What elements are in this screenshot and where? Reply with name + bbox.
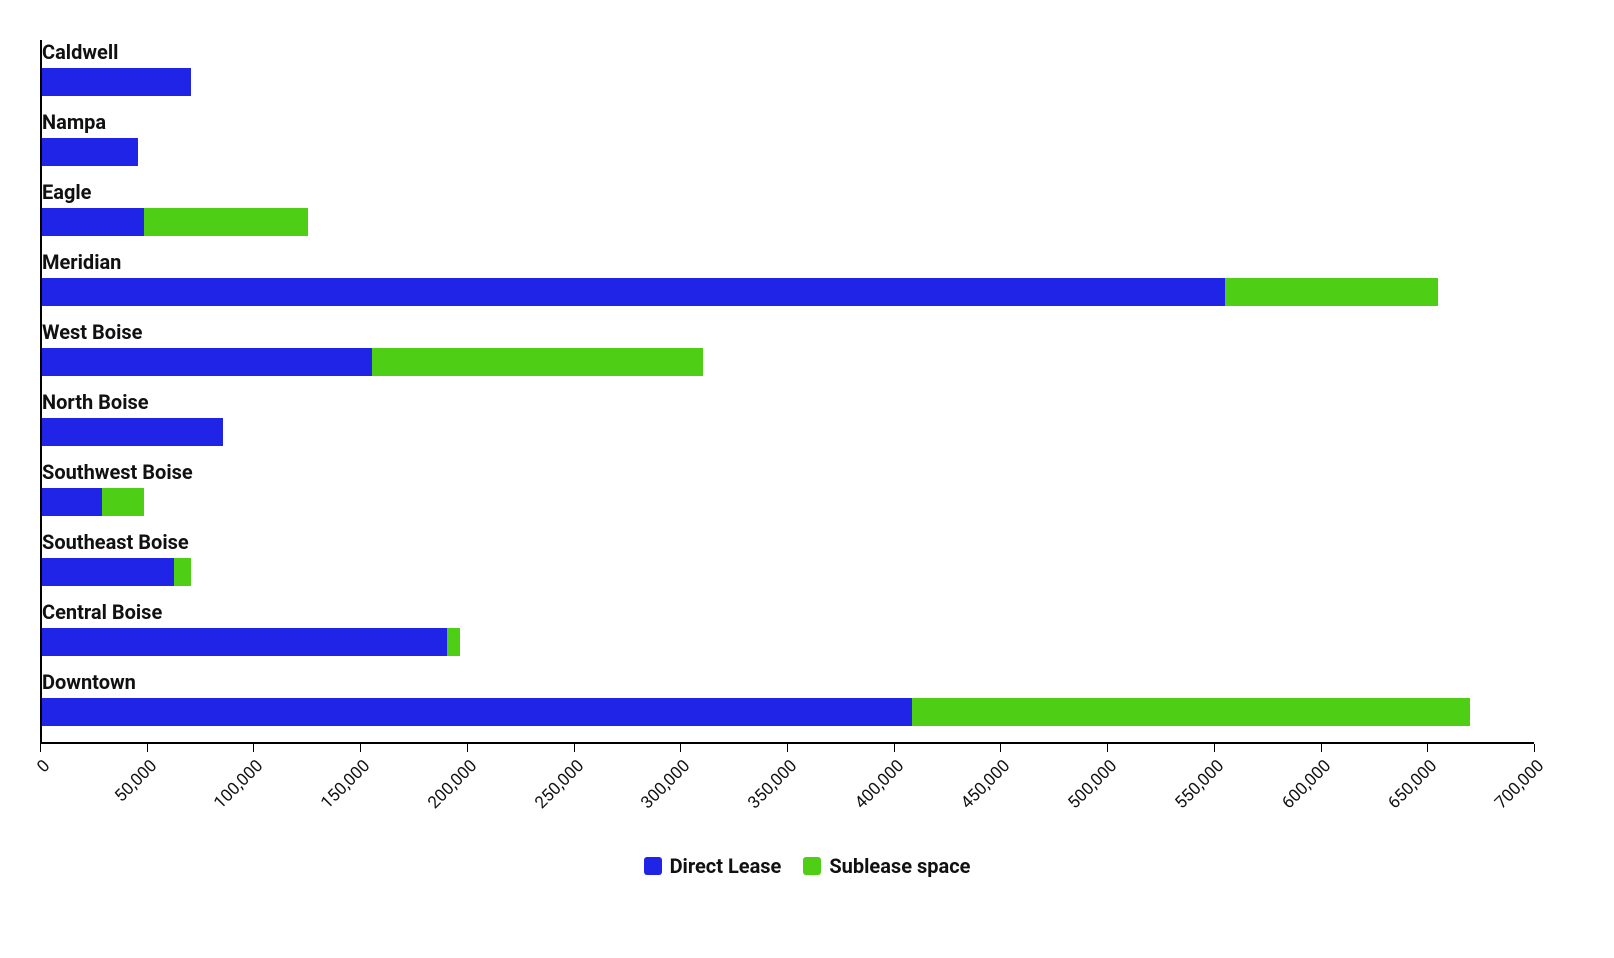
category-label: West Boise (42, 320, 142, 344)
bar-segment-direct-lease (42, 558, 174, 586)
category-label: North Boise (42, 390, 149, 414)
x-tick-mark (1427, 744, 1428, 752)
x-tick-label: 600,000 (1278, 756, 1335, 813)
bar-track (42, 698, 1534, 726)
category-label: Southwest Boise (42, 460, 193, 484)
category-label: Eagle (42, 180, 91, 204)
bar-segment-direct-lease (42, 138, 138, 166)
x-tick-label: 700,000 (1491, 756, 1548, 813)
bar-segment-sublease-space (1225, 278, 1438, 306)
bar-segment-direct-lease (42, 488, 102, 516)
legend-swatch-sublease-space (803, 857, 821, 875)
legend-item-direct-lease: Direct Lease (644, 854, 782, 878)
x-tick-label: 0 (33, 756, 54, 777)
plot-area: Caldwell Nampa Eagle Meridian West Boise Nort… (40, 40, 1534, 744)
x-tick-mark (1107, 744, 1108, 752)
x-tick-label: 350,000 (744, 756, 801, 813)
legend: Direct Lease Sublease space (20, 854, 1594, 878)
bar-segment-sublease-space (912, 698, 1470, 726)
category-row: Central Boise (42, 600, 1534, 670)
bar-segment-direct-lease (42, 628, 447, 656)
category-row: Meridian (42, 250, 1534, 320)
x-tick-mark (40, 744, 41, 752)
category-label: Downtown (42, 670, 136, 694)
category-label: Southeast Boise (42, 530, 189, 554)
bar-segment-sublease-space (174, 558, 191, 586)
x-axis: 050,000100,000150,000200,000250,000300,0… (40, 744, 1534, 804)
x-tick-label: 200,000 (424, 756, 481, 813)
x-tick-mark (894, 744, 895, 752)
x-tick-label: 450,000 (958, 756, 1015, 813)
stacked-bar-chart: Caldwell Nampa Eagle Meridian West Boise Nort… (20, 20, 1594, 938)
bar-segment-direct-lease (42, 208, 144, 236)
bar-segment-sublease-space (144, 208, 308, 236)
bar-track (42, 278, 1534, 306)
bar-track (42, 628, 1534, 656)
category-label: Meridian (42, 250, 121, 274)
bar-segment-sublease-space (372, 348, 702, 376)
x-tick-label: 250,000 (531, 756, 588, 813)
x-tick-mark (1321, 744, 1322, 752)
x-tick-label: 400,000 (851, 756, 908, 813)
bar-segment-direct-lease (42, 698, 912, 726)
category-row: North Boise (42, 390, 1534, 460)
x-tick-mark (787, 744, 788, 752)
category-row: Nampa (42, 110, 1534, 180)
x-tick-mark (253, 744, 254, 752)
bar-segment-direct-lease (42, 68, 191, 96)
x-tick-mark (574, 744, 575, 752)
bar-track (42, 488, 1534, 516)
bar-segment-direct-lease (42, 418, 223, 446)
category-row: Caldwell (42, 40, 1534, 110)
x-tick-label: 300,000 (637, 756, 694, 813)
bar-track (42, 558, 1534, 586)
bar-segment-sublease-space (102, 488, 145, 516)
category-label: Caldwell (42, 40, 118, 64)
category-label: Nampa (42, 110, 106, 134)
category-row: West Boise (42, 320, 1534, 390)
bar-track (42, 138, 1534, 166)
x-tick-label: 500,000 (1064, 756, 1121, 813)
x-tick-label: 50,000 (111, 756, 161, 806)
category-row: Southwest Boise (42, 460, 1534, 530)
x-tick-label: 150,000 (317, 756, 374, 813)
x-tick-mark (1000, 744, 1001, 752)
bar-track (42, 348, 1534, 376)
legend-item-sublease-space: Sublease space (803, 854, 970, 878)
x-tick-label: 550,000 (1171, 756, 1228, 813)
x-tick-mark (360, 744, 361, 752)
legend-label-sublease-space: Sublease space (829, 854, 970, 878)
bar-track (42, 68, 1534, 96)
x-tick-mark (680, 744, 681, 752)
x-tick-mark (467, 744, 468, 752)
bar-track (42, 418, 1534, 446)
category-row: Downtown (42, 670, 1534, 740)
x-tick-label: 100,000 (211, 756, 268, 813)
legend-label-direct-lease: Direct Lease (670, 854, 782, 878)
x-tick-mark (1214, 744, 1215, 752)
bar-segment-direct-lease (42, 348, 372, 376)
category-label: Central Boise (42, 600, 162, 624)
x-tick-label: 650,000 (1384, 756, 1441, 813)
bar-segment-direct-lease (42, 278, 1225, 306)
x-tick-mark (1534, 744, 1535, 752)
bar-segment-sublease-space (447, 628, 460, 656)
category-row: Eagle (42, 180, 1534, 250)
x-tick-mark (147, 744, 148, 752)
legend-swatch-direct-lease (644, 857, 662, 875)
bar-track (42, 208, 1534, 236)
category-row: Southeast Boise (42, 530, 1534, 600)
